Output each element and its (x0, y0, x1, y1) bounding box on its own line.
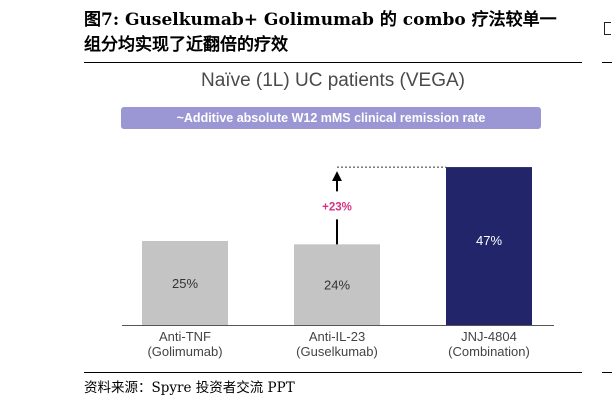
bar-value-label-1: 25% (172, 276, 198, 291)
figure-title-line-2: 组分均实现了近翻倍的疗效 (84, 35, 288, 55)
bar-chart: 25% Anti-TNF(Golimumab) 24% Anti-IL-23(Guse… (122, 166, 554, 359)
figure-title-line-1: 图7: Guselkumab+ Golimumab 的 combo 疗法较单一 (84, 10, 557, 30)
category-label-1-line-2: (Golimumab) (147, 344, 222, 359)
chart-title: Naïve (1L) UC patients (VEGA) (201, 70, 465, 91)
category-label-1-line-1: Anti-TNF (159, 329, 211, 344)
edge-glyph (604, 22, 611, 35)
bar-2 (294, 244, 380, 325)
bar-value-label-2: 24% (324, 278, 350, 293)
category-label-2-line-1: Anti-IL-23 (309, 329, 365, 344)
category-label-3-line-1: JNJ-4804 (461, 329, 517, 344)
category-label-2-line-2: (Guselkumab) (296, 344, 378, 359)
bar-1 (142, 241, 228, 325)
edge-mark-top (602, 62, 612, 63)
edge-mark-bottom (602, 372, 612, 373)
category-label-3-line-2: (Combination) (448, 344, 530, 359)
title-divider (84, 62, 582, 63)
bar-3 (446, 167, 532, 325)
bar-value-label-3: 47% (476, 233, 502, 248)
chart-subtitle-banner: ~Additive absolute W12 mMS clinical remi… (121, 107, 541, 129)
figure-title: 图7: Guselkumab+ Golimumab 的 combo 疗法较单一 … (84, 8, 590, 58)
source-note: 资料来源：Spyre 投资者交流 PPT (84, 380, 295, 396)
source-divider (84, 372, 582, 373)
increase-annotation-label: +23% (322, 201, 352, 213)
